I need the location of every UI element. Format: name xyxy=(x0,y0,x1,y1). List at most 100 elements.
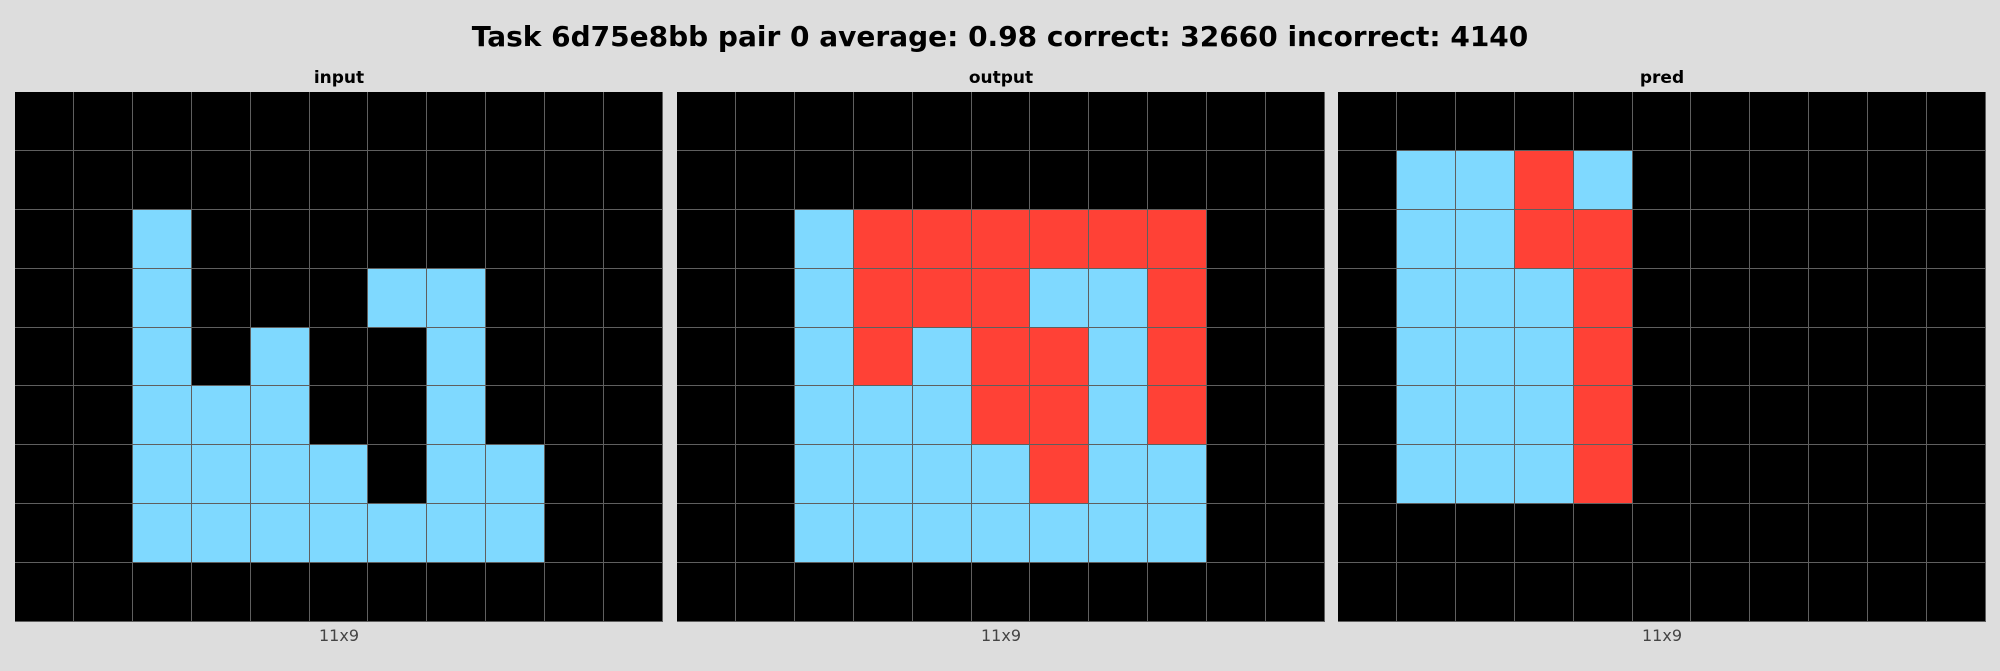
grid-cell xyxy=(1338,445,1397,505)
grid-cell xyxy=(486,150,546,210)
grid-cell xyxy=(1868,504,1928,564)
grid-cell xyxy=(1266,268,1325,328)
grid-cell xyxy=(191,150,251,210)
grid-cell xyxy=(545,327,605,387)
grid-cell xyxy=(735,386,795,446)
grid-cell xyxy=(15,563,74,622)
grid-cell xyxy=(735,150,795,210)
grid-cell xyxy=(1809,445,1869,505)
grid-cell xyxy=(1266,150,1325,210)
grid-cell xyxy=(486,563,546,622)
grid-cell xyxy=(368,504,428,564)
grid-cell xyxy=(73,150,133,210)
grid-cell xyxy=(1632,563,1692,622)
grid-cell xyxy=(794,327,854,387)
grid-cell xyxy=(545,563,605,622)
grid-cell xyxy=(971,150,1031,210)
grid-cell xyxy=(853,209,913,269)
grid-cell xyxy=(1207,268,1267,328)
grid-cell xyxy=(1691,386,1751,446)
grid-cell xyxy=(73,209,133,269)
grid-cell xyxy=(677,268,736,328)
grid-cell xyxy=(1148,386,1208,446)
grid-cell xyxy=(1148,504,1208,564)
grid-cell xyxy=(545,504,605,564)
grid-cell xyxy=(1030,563,1090,622)
grid-cell xyxy=(912,445,972,505)
grid-cell xyxy=(1573,209,1633,269)
grid-dims-output: 11x9 xyxy=(980,626,1021,645)
grid-cell xyxy=(1148,563,1208,622)
grid-cell xyxy=(1573,150,1633,210)
grid-cell xyxy=(1266,92,1325,151)
grid-cell xyxy=(132,92,192,151)
grid-cell xyxy=(191,327,251,387)
grid-cell xyxy=(1691,268,1751,328)
grid-cell xyxy=(1148,209,1208,269)
grid-cell xyxy=(735,504,795,564)
grid-cell xyxy=(427,209,487,269)
grid-cell xyxy=(971,386,1031,446)
grid-cell xyxy=(309,504,369,564)
grid-cell xyxy=(1573,327,1633,387)
grid-cell xyxy=(368,563,428,622)
grid-cell xyxy=(1632,150,1692,210)
grid-cell xyxy=(1207,445,1267,505)
grid-cell xyxy=(1573,563,1633,622)
grid-cell xyxy=(427,504,487,564)
grid-cell xyxy=(368,445,428,505)
grid-cell xyxy=(1868,563,1928,622)
grid-cell xyxy=(1809,327,1869,387)
grid-cell xyxy=(1927,386,1986,446)
grid-cell xyxy=(1207,386,1267,446)
grid-cell xyxy=(1927,268,1986,328)
grid-cell xyxy=(604,445,663,505)
figure-title: Task 6d75e8bb pair 0 average: 0.98 corre… xyxy=(471,20,1529,53)
grid-cell xyxy=(853,150,913,210)
grid-cell xyxy=(1338,268,1397,328)
grid-cell xyxy=(677,563,736,622)
grid-cell xyxy=(1691,92,1751,151)
grid-pred xyxy=(1338,92,1986,622)
grid-cell xyxy=(677,209,736,269)
grid-cell xyxy=(1868,268,1928,328)
grid-cell xyxy=(604,150,663,210)
grid-cell xyxy=(1030,504,1090,564)
grid-cell xyxy=(677,445,736,505)
panel-label-pred: pred xyxy=(1639,68,1685,88)
grid-cell xyxy=(73,445,133,505)
grid-cell xyxy=(1514,327,1574,387)
grid-cell xyxy=(604,386,663,446)
grid-cell xyxy=(250,386,310,446)
grid-cell xyxy=(368,327,428,387)
grid-cell xyxy=(132,504,192,564)
grid-cell xyxy=(1868,445,1928,505)
grid-cell xyxy=(1338,92,1397,151)
grid-cell xyxy=(191,92,251,151)
grid-cell xyxy=(794,209,854,269)
grid-cell xyxy=(1089,504,1149,564)
grid-cell xyxy=(1691,209,1751,269)
grid-cell xyxy=(427,563,487,622)
panel-label-input: input xyxy=(313,68,365,88)
grid-cell xyxy=(1338,563,1397,622)
grid-cell xyxy=(1750,445,1810,505)
grid-cell xyxy=(1455,504,1515,564)
grid-cell xyxy=(1573,504,1633,564)
panel-pred: pred 11x9 xyxy=(1338,66,1986,645)
grid-cell xyxy=(1927,504,1986,564)
grid-cell xyxy=(1148,327,1208,387)
grid-cell xyxy=(1868,327,1928,387)
grid-cell xyxy=(73,327,133,387)
grid-cell xyxy=(1455,563,1515,622)
grid-cell xyxy=(1089,445,1149,505)
grid-cell xyxy=(486,327,546,387)
grid-cell xyxy=(794,150,854,210)
grid-cell xyxy=(912,268,972,328)
grid-cell xyxy=(1927,150,1986,210)
grid-cell xyxy=(191,268,251,328)
grid-cell xyxy=(1338,209,1397,269)
grid-cell xyxy=(1396,327,1456,387)
grid-cell xyxy=(735,445,795,505)
grid-cell xyxy=(1089,563,1149,622)
